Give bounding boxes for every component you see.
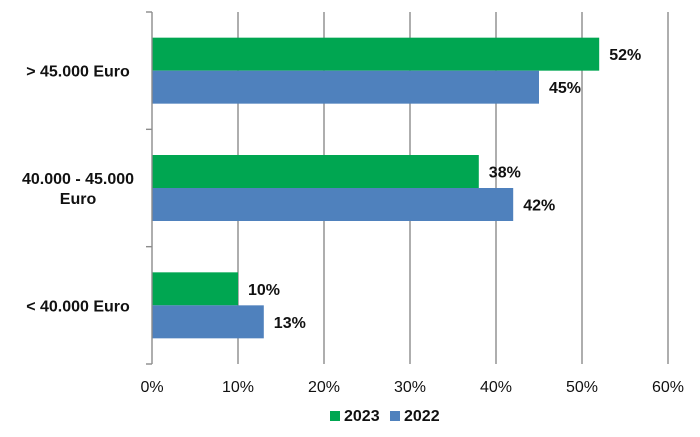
chart-bars	[152, 37, 600, 339]
bar-2023	[152, 272, 238, 306]
bar-2023	[152, 155, 479, 188]
legend-swatch	[330, 411, 340, 421]
category-label: 40.000 - 45.000 Euro	[22, 171, 134, 208]
data-label: 13%	[274, 315, 306, 332]
bar-2023	[152, 37, 600, 71]
x-tick-label: 60%	[652, 379, 684, 396]
x-tick-label: 50%	[566, 379, 598, 396]
x-tick-label: 40%	[480, 379, 512, 396]
data-label: 38%	[489, 165, 521, 182]
x-tick-label: 0%	[140, 379, 163, 396]
chart-labels: 0% 10% 20% 30% 40% 50% 60% 52% 45% > 45.000 Euro 3…	[22, 47, 684, 396]
chart-axes	[146, 11, 153, 365]
bar-2022	[152, 305, 264, 339]
x-tick-label: 10%	[222, 379, 254, 396]
x-tick-label: 30%	[394, 379, 426, 396]
legend-label: 2023	[344, 408, 380, 425]
bar-2022	[152, 188, 514, 221]
x-tick-label: 20%	[308, 379, 340, 396]
data-label: 45%	[549, 80, 581, 97]
data-label: 10%	[248, 282, 280, 299]
data-label: 42%	[523, 198, 555, 215]
category-label: > 45.000 Euro	[26, 64, 130, 81]
legend-label: 2022	[404, 408, 440, 425]
legend-swatch	[390, 411, 400, 421]
category-label: < 40.000 Euro	[26, 298, 130, 315]
chart-legend: 2023 2022	[330, 408, 440, 425]
bar-2022	[152, 70, 539, 104]
data-label: 52%	[609, 47, 641, 64]
